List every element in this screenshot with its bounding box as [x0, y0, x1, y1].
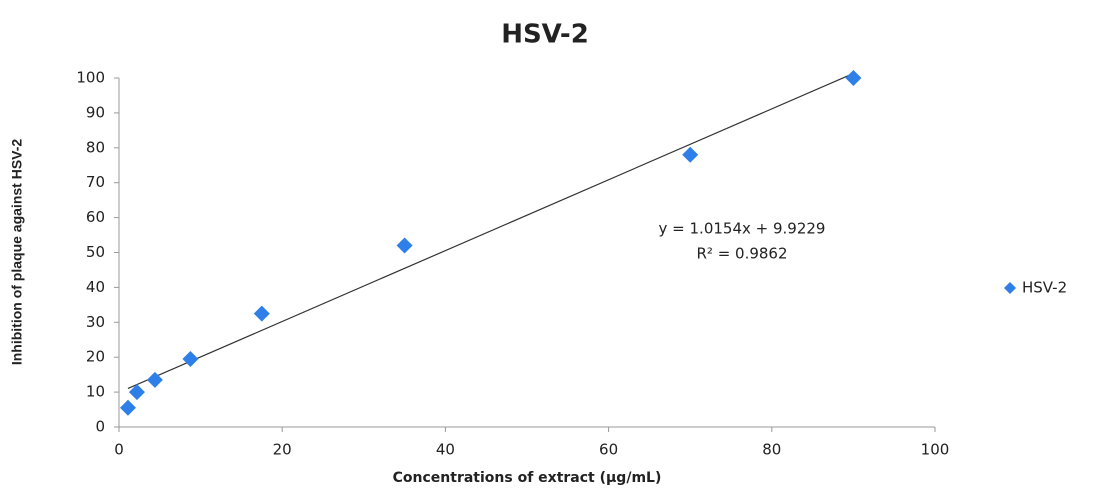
x-tick-label: 0 — [114, 441, 124, 459]
y-tick-label: 90 — [86, 103, 105, 121]
y-tick-label: 100 — [76, 69, 105, 87]
chart-title: HSV-2 — [501, 20, 589, 50]
x-tick-label: 80 — [762, 441, 781, 459]
point — [253, 305, 270, 322]
y-tick-label: 80 — [86, 138, 105, 156]
point — [845, 70, 862, 86]
x-tick-label: 20 — [273, 441, 292, 459]
legend-label: HSV-2 — [1022, 279, 1067, 297]
y-tick-label: 30 — [86, 313, 105, 331]
y-tick-label: 20 — [86, 348, 105, 366]
y-tick-label: 50 — [86, 243, 105, 261]
y-tick-label: 40 — [86, 278, 105, 296]
point — [146, 371, 163, 388]
y-tick-label: 10 — [86, 383, 105, 401]
annotation: y = 1.0154x + 9.9229 — [659, 220, 826, 238]
point — [396, 237, 413, 254]
y-axis-title: Inhibition of plaque against HSV-2 — [9, 139, 25, 366]
x-tick-label: 100 — [921, 441, 950, 459]
point — [119, 399, 136, 416]
point — [128, 384, 145, 401]
point — [682, 146, 699, 163]
legend-marker — [1004, 282, 1016, 294]
y-tick-label: 60 — [86, 208, 105, 226]
point — [182, 350, 199, 367]
y-tick-label: 70 — [86, 173, 105, 191]
trendline — [127, 72, 854, 390]
x-tick-label: 60 — [599, 441, 618, 459]
x-axis-title: Concentrations of extract (µg/mL) — [393, 470, 662, 486]
x-tick-label: 40 — [436, 441, 455, 459]
y-tick-label: 0 — [95, 418, 105, 436]
annotation: R² = 0.9862 — [696, 245, 787, 263]
